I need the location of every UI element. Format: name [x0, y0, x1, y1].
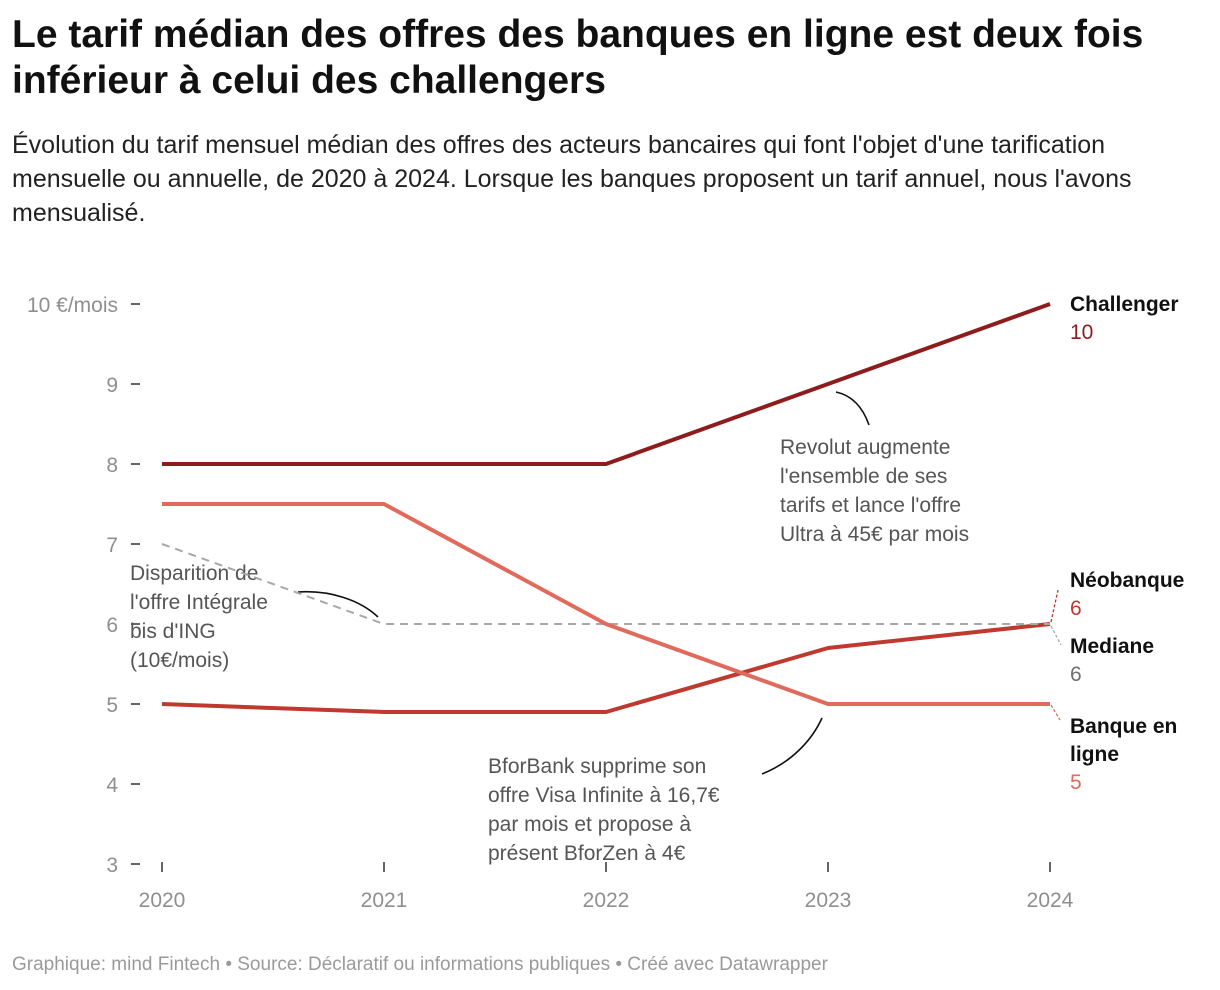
series-line [162, 502, 1050, 706]
series-name-label: Néobanque [1070, 569, 1184, 592]
label-leader [1050, 704, 1061, 721]
series-line [161, 622, 1051, 714]
series-value-label: 6 [1070, 597, 1082, 620]
annotation-text: Disparition de l'offre Intégrale bis d'ING… [130, 562, 268, 672]
annotation-line: présent BforZen à 4€ [488, 842, 686, 865]
series-name-label: Mediane [1070, 635, 1154, 658]
label-leader [1050, 625, 1062, 646]
annotation-text: BforBank supprime son offre Visa Infinite… [488, 755, 720, 865]
series-name-label: Banque en ligne [1070, 715, 1177, 766]
x-tick-label: 2020 [139, 889, 186, 912]
y-tick-label: 4 [106, 774, 118, 797]
y-tick-label: 6 [106, 614, 118, 637]
annotation-line: BforBank supprime son [488, 755, 706, 778]
y-tick-label: 10 €/mois [27, 294, 118, 317]
series-value-label: 5 [1070, 771, 1082, 794]
series-value-label: 6 [1070, 663, 1082, 686]
series-labels: Challenger 10 Néobanque 6 Mediane 6 Banque en l… [1050, 293, 1184, 794]
annotation-line: offre Visa Infinite à 16,7€ [488, 784, 720, 807]
y-tick-label: 3 [106, 854, 118, 877]
annotation-line: l'offre Intégrale [130, 591, 268, 614]
chart-subtitle: Évolution du tarif mensuel médian des of… [12, 131, 1132, 227]
annotation-line: Ultra à 45€ par mois [780, 523, 969, 546]
annotation-connector [297, 590, 379, 618]
chart-title: Le tarif médian des offres des banques e… [12, 13, 1144, 102]
annotation-line: Revolut augmente [780, 436, 950, 459]
series-line [161, 543, 1050, 625]
chart-footer: Graphique: mind Fintech • Source: Déclar… [12, 954, 828, 975]
annotation-line: tarifs et lance l'offre [780, 494, 961, 517]
annotation-connector [761, 717, 823, 775]
series-value-label: 10 [1070, 321, 1093, 344]
series-line [162, 302, 1051, 466]
label-leader [1050, 589, 1059, 623]
annotations: Revolut augmente l'ensemble de ses tarifs … [130, 391, 969, 865]
axes: 3 4 5 6 7 8 9 10 €/mois 2020 2021 2022 2023 2024 [27, 294, 1074, 912]
x-tick-label: 2022 [583, 889, 630, 912]
y-tick-label: 8 [106, 454, 118, 477]
annotation-line: bis d'ING [130, 620, 216, 643]
y-tick-label: 7 [106, 534, 118, 557]
series-name-line: ligne [1070, 743, 1119, 766]
series-lines [161, 302, 1051, 714]
series-name-line: Banque en [1070, 715, 1177, 738]
annotation-line: l'ensemble de ses [780, 465, 947, 488]
annotation-line: par mois et propose à [488, 813, 691, 836]
y-tick-label: 9 [106, 374, 118, 397]
annotation-line: Disparition de [130, 562, 258, 585]
annotation-line: (10€/mois) [130, 649, 229, 672]
series-name-label: Challenger [1070, 293, 1179, 316]
y-tick-label: 5 [106, 694, 118, 717]
annotation-connector [835, 391, 870, 426]
x-tick-label: 2021 [361, 889, 408, 912]
x-tick-label: 2024 [1027, 889, 1074, 912]
line-chart: 3 4 5 6 7 8 9 10 €/mois 2020 2021 2022 2023 2024 Rev… [27, 293, 1184, 912]
annotation-text: Revolut augmente l'ensemble de ses tarifs … [780, 436, 969, 546]
x-tick-label: 2023 [805, 889, 852, 912]
